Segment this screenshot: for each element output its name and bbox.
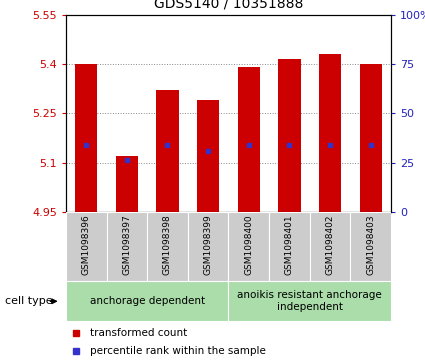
Bar	[188, 212, 229, 281]
Text: GSM1098402: GSM1098402	[326, 215, 334, 275]
Text: GSM1098396: GSM1098396	[82, 215, 91, 275]
Bar	[310, 212, 350, 281]
Bar	[197, 100, 219, 212]
Bar	[360, 64, 382, 212]
Text: GSM1098397: GSM1098397	[122, 215, 131, 275]
Bar	[319, 54, 341, 212]
Title: GDS5140 / 10351888: GDS5140 / 10351888	[154, 0, 303, 11]
Text: GSM1098400: GSM1098400	[244, 215, 253, 275]
Bar	[269, 212, 310, 281]
Bar	[66, 281, 229, 321]
Bar	[156, 90, 178, 212]
Bar	[147, 212, 188, 281]
Text: transformed count: transformed count	[90, 328, 187, 338]
Bar	[107, 212, 147, 281]
Bar	[66, 212, 107, 281]
Text: cell type: cell type	[5, 296, 53, 306]
Bar	[278, 59, 300, 212]
Bar	[229, 212, 269, 281]
Bar	[350, 212, 391, 281]
Text: anoikis resistant anchorage
independent: anoikis resistant anchorage independent	[237, 290, 382, 312]
Text: GSM1098401: GSM1098401	[285, 215, 294, 275]
Text: GSM1098398: GSM1098398	[163, 215, 172, 275]
Bar	[116, 156, 138, 212]
Bar	[229, 281, 391, 321]
Bar	[238, 67, 260, 212]
Text: anchorage dependent: anchorage dependent	[90, 296, 205, 306]
Text: GSM1098403: GSM1098403	[366, 215, 375, 275]
Text: percentile rank within the sample: percentile rank within the sample	[90, 346, 266, 356]
Bar	[75, 64, 97, 212]
Text: GSM1098399: GSM1098399	[204, 215, 212, 275]
